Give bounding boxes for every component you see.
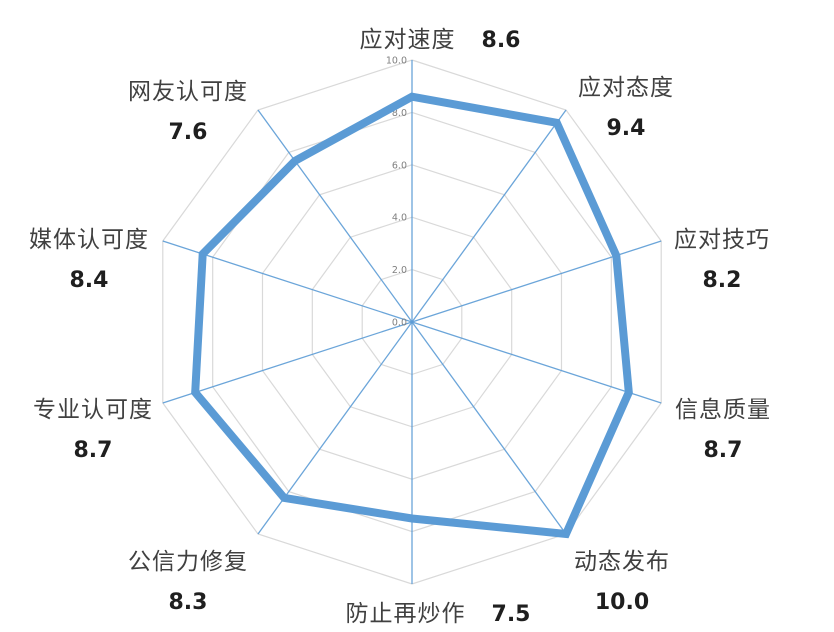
radial-tick-label: 6.0 [392, 160, 407, 171]
category-label-4: 动态发布 10.0 [574, 542, 670, 615]
category-name: 专业认可度 [33, 397, 153, 423]
category-label-3: 信息质量 8.7 [675, 390, 771, 463]
category-name: 应对技巧 [674, 227, 770, 253]
category-value: 8.7 [73, 438, 113, 463]
category-name: 应对态度 [578, 75, 674, 101]
category-name: 媒体认可度 [29, 227, 149, 253]
category-label-1: 应对态度 9.4 [578, 68, 674, 141]
radial-tick-label: 4.0 [392, 213, 407, 224]
radial-tick-label: 2.0 [392, 265, 407, 276]
category-name: 动态发布 [574, 549, 670, 575]
category-value: 8.6 [481, 28, 521, 53]
radial-tick-label: 0.0 [392, 318, 407, 329]
category-value: 7.5 [491, 602, 531, 627]
category-value: 9.4 [606, 116, 646, 141]
category-name: 信息质量 [675, 397, 771, 423]
category-value: 8.4 [69, 268, 109, 293]
category-label-8: 媒体认可度 8.4 [29, 220, 149, 293]
category-value: 8.7 [703, 438, 743, 463]
category-value: 10.0 [594, 590, 650, 615]
category-label-7: 专业认可度 8.7 [33, 390, 153, 463]
category-name: 公信力修复 [128, 549, 248, 575]
category-value: 8.2 [702, 268, 742, 293]
category-label-5: 防止再炒作 7.5 [346, 594, 531, 628]
category-name: 应对速度 [359, 27, 456, 53]
category-label-9: 网友认可度 7.6 [128, 72, 248, 145]
radial-tick-label: 8.0 [392, 108, 407, 119]
series-line [191, 92, 633, 539]
radial-tick-label: 10.0 [386, 56, 407, 67]
category-name: 网友认可度 [128, 79, 248, 105]
category-value: 8.3 [168, 590, 208, 615]
category-name: 防止再炒作 [345, 601, 466, 627]
category-label-6: 公信力修复 8.3 [128, 542, 248, 615]
category-label-2: 应对技巧 8.2 [674, 220, 770, 293]
category-value: 7.6 [168, 120, 208, 145]
category-label-0: 应对速度 8.6 [360, 20, 521, 54]
